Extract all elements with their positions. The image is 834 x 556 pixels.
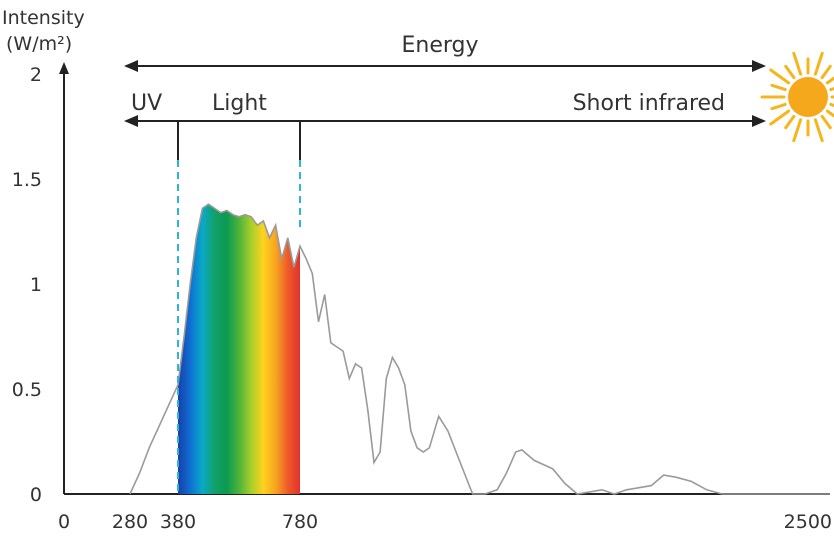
y-tick-labels: 0 0.5 1 1.5 2 (12, 64, 42, 506)
sun-ray (769, 109, 791, 126)
x-tick-label: 780 (282, 511, 318, 533)
short-infrared-label: Short infrared (573, 91, 725, 116)
y-tick-label: 1 (30, 274, 42, 296)
sun-ray (820, 114, 832, 130)
sun-ray (784, 114, 796, 130)
energy-arrow-right-head (752, 60, 766, 72)
sun-ray (784, 64, 796, 80)
y-tick-label: 1.5 (12, 169, 42, 191)
energy-label: Energy (401, 33, 478, 58)
visible-spectrum-fill (178, 204, 300, 494)
sun-ray (820, 64, 832, 80)
x-tick-labels: 0 280 380 780 2500 (58, 511, 832, 533)
energy-arrow-left-head (124, 60, 138, 72)
sun-ray (813, 118, 824, 143)
sun-ray (825, 76, 834, 85)
x-tick-label: 380 (160, 511, 196, 533)
light-label: Light (212, 91, 267, 116)
sun-ray (792, 118, 803, 143)
y-axis-label-line1: Intensity (2, 7, 85, 29)
spectrum-outline (129, 203, 830, 495)
sun-core (788, 77, 828, 117)
x-tick-label: 2500 (784, 511, 832, 533)
sun-ray (770, 83, 787, 92)
sun-ray (829, 102, 834, 108)
sun-ray (813, 51, 824, 76)
y-tick-label: 2 (30, 64, 42, 86)
y-tick-label: 0 (30, 484, 42, 506)
x-tick-label: 0 (58, 511, 70, 533)
sun-ray (792, 51, 803, 76)
y-axis-label-line2: (W/m²) (6, 33, 72, 55)
band-arrow-right-head (752, 115, 766, 127)
sun-ray (825, 109, 834, 118)
sun-icon (760, 51, 834, 143)
band-arrow-left-head (124, 115, 138, 127)
sun-ray (770, 102, 787, 111)
x-tick-label: 280 (112, 511, 148, 533)
sun-ray (829, 86, 834, 92)
sun-ray (769, 68, 791, 85)
uv-label: UV (131, 91, 162, 116)
y-axis-arrow (59, 62, 69, 74)
y-tick-label: 0.5 (12, 379, 42, 401)
